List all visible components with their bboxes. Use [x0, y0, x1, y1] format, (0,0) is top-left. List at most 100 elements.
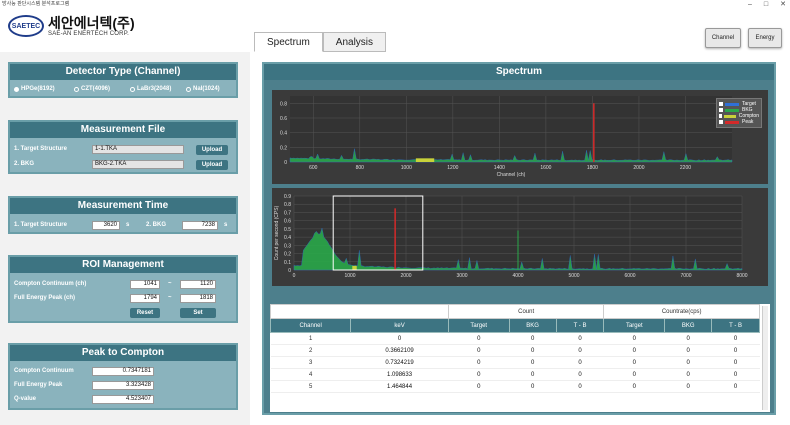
- y-tick-label: 0.3: [284, 243, 291, 249]
- roi-title: ROI Management: [10, 257, 236, 273]
- x-tick-label: 800: [356, 165, 365, 171]
- x-tick-label: 3000: [456, 273, 467, 279]
- legend-bkg[interactable]: BKG: [719, 107, 759, 113]
- energy-button[interactable]: Energy: [748, 28, 782, 48]
- y-tick-label: 0.6: [284, 219, 291, 225]
- legend-swatch-bkg: [725, 108, 739, 112]
- x-tick-label: 1200: [447, 165, 458, 171]
- y-tick-label: 0.2: [280, 145, 287, 151]
- bkg-time-field[interactable]: 7238: [182, 221, 218, 230]
- table-cell: 0: [509, 368, 557, 381]
- bkg-file-field[interactable]: BKG-2.TKA: [92, 160, 184, 169]
- table-cell: 1.464844: [350, 380, 449, 393]
- measurement-file-panel: Measurement File 1. Target Structure 1-1…: [8, 120, 238, 174]
- x-tick-label: 1600: [540, 165, 551, 171]
- legend-compton[interactable]: Compton: [719, 113, 759, 119]
- table-cell: 0: [448, 356, 510, 369]
- table-cell: 0: [556, 356, 604, 369]
- table-cell: 0: [448, 344, 510, 357]
- bkg-label: 2. BKG: [14, 161, 35, 167]
- checkbox-icon: [719, 114, 723, 118]
- table-cell: 1.098633: [350, 368, 449, 381]
- table-header[interactable]: Target: [603, 318, 666, 333]
- table-header[interactable]: BKG: [508, 318, 557, 333]
- main-tabs: Spectrum Analysis: [254, 32, 387, 52]
- channel-button[interactable]: Channel: [705, 28, 741, 48]
- table-row[interactable]: 2 0.3662109 0 0 0 0 0 0: [270, 344, 760, 357]
- target-file-field[interactable]: 1-1.TKA: [92, 145, 184, 154]
- table-cell: 0.7324219: [350, 356, 449, 369]
- table-cell: 5: [270, 380, 351, 393]
- tab-spectrum[interactable]: Spectrum: [254, 32, 323, 52]
- y-tick-label: 0.5: [284, 227, 291, 233]
- radio-labr3[interactable]: LaBr3(2048): [130, 86, 171, 92]
- table-cell: 0: [603, 332, 665, 345]
- legend-peak[interactable]: Peak: [719, 119, 759, 125]
- table-scrollbar[interactable]: [762, 306, 768, 410]
- upload-target-button[interactable]: Upload: [196, 145, 228, 155]
- reset-button[interactable]: Reset: [130, 308, 160, 318]
- table-row[interactable]: 3 0.7324219 0 0 0 0 0 0: [270, 356, 760, 369]
- table-cell: 0: [448, 368, 510, 381]
- peak-range-sep: ~: [168, 295, 172, 301]
- radio-unselected-icon: [130, 86, 135, 92]
- legend-target[interactable]: Target: [719, 101, 759, 107]
- table-cell: 0: [350, 332, 449, 345]
- table-header[interactable]: keV: [350, 318, 449, 333]
- compton-continuum-label: Compton Continuum (ch): [14, 281, 87, 287]
- table-cell: 0: [556, 368, 604, 381]
- radio-hpge[interactable]: HPGe(8192): [14, 86, 55, 92]
- peak-from-field[interactable]: 1794: [130, 294, 160, 303]
- compton-from-field[interactable]: 1041: [130, 280, 160, 289]
- radio-nai[interactable]: NaI(1024): [186, 86, 220, 92]
- spectrum-chart-bottom[interactable]: 0 1000 2000 3000 4000 5000 6000 7000 8000 0 0.1 0.2…: [272, 188, 768, 286]
- radio-czt[interactable]: CZT(4096): [74, 86, 110, 92]
- table-cell: 0: [603, 356, 665, 369]
- table-cell: 0: [664, 380, 712, 393]
- y-tick-label: 0: [284, 160, 287, 166]
- table-group-countrate: Countrate(cps): [603, 304, 760, 319]
- spectrum-chart-top[interactable]: 600 800 1000 1200 1400 1600 1800 2000 2200 0 0.2 0.…: [272, 90, 768, 184]
- table-header[interactable]: T - B: [711, 318, 760, 333]
- close-icon[interactable]: ✕: [780, 1, 786, 8]
- table-header[interactable]: Channel: [270, 318, 352, 333]
- y-tick-label: 0: [288, 268, 291, 274]
- upload-bkg-button[interactable]: Upload: [196, 160, 228, 170]
- y-tick-label: 0.9: [284, 194, 291, 200]
- logo-english-name: SAE-AN ENERTECH CORP.: [48, 30, 129, 37]
- x-tick-label: 1000: [401, 165, 412, 171]
- table-cell: 0: [509, 332, 557, 345]
- compton-to-field[interactable]: 1120: [180, 280, 216, 289]
- table-cell: 0: [711, 356, 760, 369]
- checkbox-icon: [719, 102, 723, 106]
- table-header[interactable]: Target: [447, 318, 510, 333]
- table-cell: 0: [509, 344, 557, 357]
- table-row[interactable]: 5 1.464844 0 0 0 0 0 0: [270, 380, 760, 393]
- maximize-icon[interactable]: □: [763, 1, 769, 8]
- table-cell: 0: [664, 368, 712, 381]
- peak-to-field[interactable]: 1818: [180, 294, 216, 303]
- table-header[interactable]: BKG: [664, 318, 713, 333]
- minimize-icon[interactable]: –: [747, 1, 752, 8]
- table-header[interactable]: T - B: [555, 318, 605, 333]
- ptc-fep-value: 3.323428: [92, 381, 154, 390]
- table-row[interactable]: 4 1.098633 0 0 0 0 0 0: [270, 368, 760, 381]
- table-cell: 0: [664, 332, 712, 345]
- tab-analysis[interactable]: Analysis: [322, 32, 387, 52]
- channel-data-table: Count Countrate(cps) Channel keV Target BKG…: [270, 304, 770, 412]
- roi-management-panel: ROI Management Compton Continuum (ch) 10…: [8, 255, 238, 323]
- logo-korean-name: 세안에너텍(주): [48, 14, 135, 31]
- set-button[interactable]: Set: [180, 308, 216, 318]
- target-time-field[interactable]: 3620: [92, 221, 120, 230]
- x-tick-label: 1400: [494, 165, 505, 171]
- x-tick-label: 2000: [400, 273, 411, 279]
- table-cell: 4: [270, 368, 351, 381]
- company-logo: SAETEC 세안에너텍(주) SAE-AN ENERTECH CORP.: [8, 12, 135, 40]
- legend-swatch-target: [725, 102, 739, 106]
- table-cell: 0: [711, 344, 760, 357]
- compton-region: [352, 265, 357, 270]
- radio-selected-icon: [14, 86, 19, 92]
- table-cell: 0: [556, 332, 604, 345]
- table-cell: 1: [270, 332, 351, 345]
